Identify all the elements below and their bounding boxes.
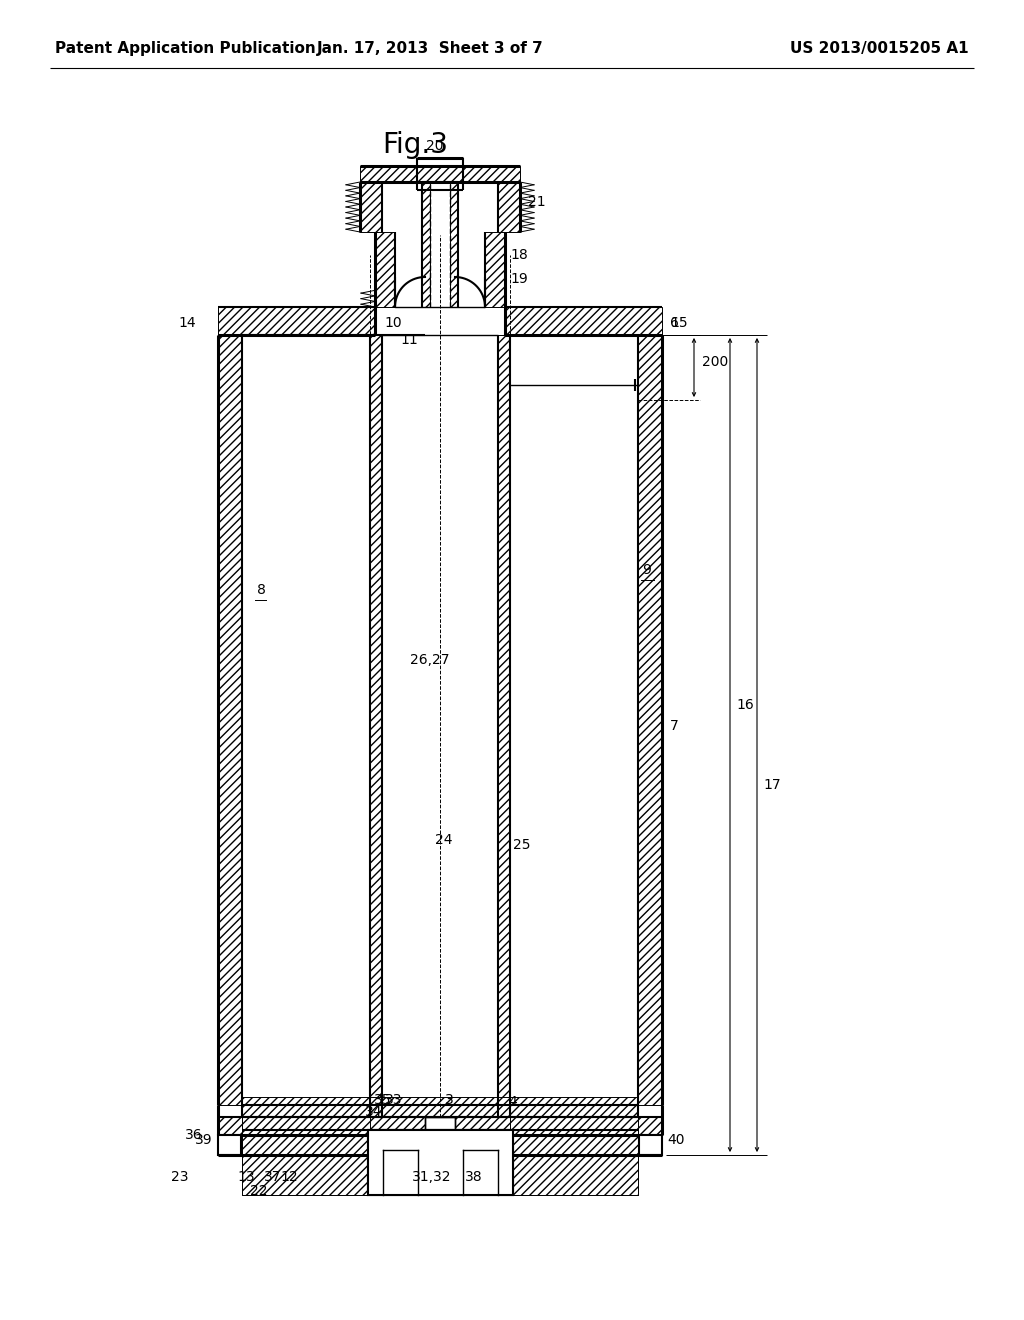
Bar xyxy=(242,1105,638,1195)
Text: 7: 7 xyxy=(670,719,679,733)
Text: 8: 8 xyxy=(257,583,266,597)
Text: 3: 3 xyxy=(445,1093,454,1106)
Bar xyxy=(218,1117,662,1135)
Bar xyxy=(422,182,430,308)
Bar xyxy=(368,1130,512,1195)
Bar xyxy=(218,1135,241,1155)
Bar xyxy=(505,308,662,335)
Text: 39: 39 xyxy=(196,1133,213,1147)
Text: 35: 35 xyxy=(374,1093,391,1106)
Text: 37: 37 xyxy=(264,1170,282,1184)
Text: 10: 10 xyxy=(384,315,401,330)
Text: 24: 24 xyxy=(435,833,453,847)
Bar xyxy=(485,232,505,308)
Text: 16: 16 xyxy=(736,698,754,711)
Text: 25: 25 xyxy=(513,838,530,851)
Text: 18: 18 xyxy=(510,248,527,261)
Bar xyxy=(360,182,382,232)
Bar xyxy=(510,1105,638,1195)
Text: 23: 23 xyxy=(171,1170,188,1184)
Text: 40: 40 xyxy=(667,1133,684,1147)
Text: 14: 14 xyxy=(178,315,196,330)
Text: Fig.3: Fig.3 xyxy=(382,131,449,158)
Bar xyxy=(360,166,520,182)
Bar xyxy=(368,1130,512,1195)
Text: 13: 13 xyxy=(237,1170,255,1184)
Text: 11: 11 xyxy=(400,333,418,347)
Bar xyxy=(425,1117,455,1135)
Text: Patent Application Publication: Patent Application Publication xyxy=(55,41,315,55)
Bar xyxy=(639,1135,662,1155)
Bar xyxy=(218,308,375,335)
Bar xyxy=(218,335,242,1105)
Text: 17: 17 xyxy=(763,777,780,792)
Text: 12: 12 xyxy=(280,1170,298,1184)
Bar xyxy=(370,335,382,1117)
Text: 36: 36 xyxy=(185,1129,203,1142)
Text: Jan. 17, 2013  Sheet 3 of 7: Jan. 17, 2013 Sheet 3 of 7 xyxy=(316,41,544,55)
Text: 200: 200 xyxy=(702,355,728,370)
Text: 38: 38 xyxy=(465,1170,482,1184)
Text: 33: 33 xyxy=(385,1093,402,1106)
Bar xyxy=(638,335,662,1105)
Text: 34: 34 xyxy=(365,1106,383,1119)
Text: 21: 21 xyxy=(528,195,546,209)
Bar xyxy=(375,232,395,308)
Bar xyxy=(242,1105,638,1130)
Text: 9: 9 xyxy=(642,564,651,577)
Text: 15: 15 xyxy=(670,315,688,330)
Text: US 2013/0015205 A1: US 2013/0015205 A1 xyxy=(790,41,969,55)
Text: 22: 22 xyxy=(250,1184,267,1199)
Bar xyxy=(498,182,520,232)
Bar xyxy=(498,335,510,1117)
Bar xyxy=(450,182,458,308)
Text: 26,27: 26,27 xyxy=(411,653,450,667)
Text: 31,32: 31,32 xyxy=(412,1170,452,1184)
Text: 6: 6 xyxy=(670,315,679,330)
Text: 19: 19 xyxy=(510,272,527,286)
Text: 20: 20 xyxy=(426,139,443,153)
Bar xyxy=(242,1105,370,1195)
Bar xyxy=(242,1097,638,1113)
Text: 4: 4 xyxy=(508,1096,517,1110)
